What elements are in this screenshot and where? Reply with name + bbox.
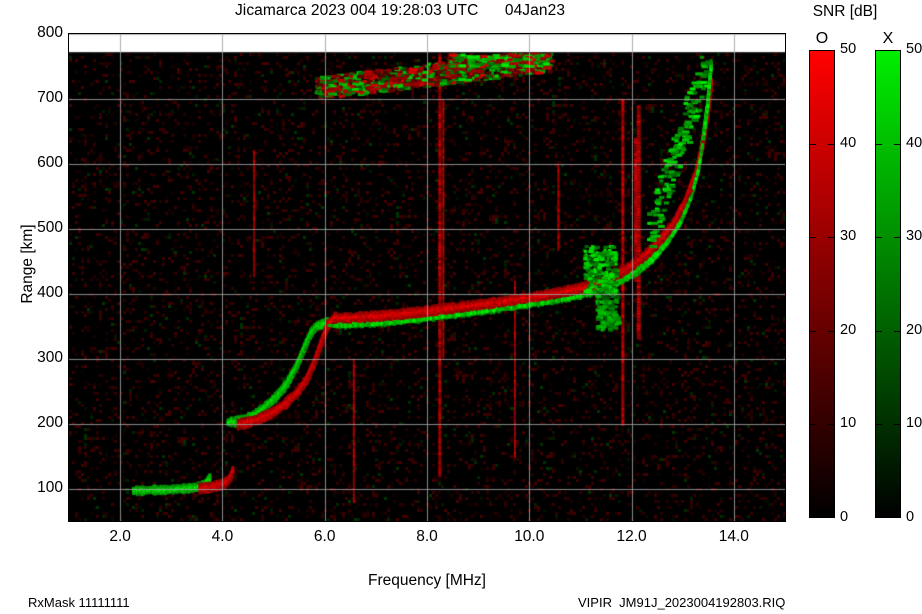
colorbar-tick — [875, 237, 882, 238]
colorbar-tick — [828, 424, 835, 425]
colorbar-polarization-label-x: X — [882, 30, 894, 47]
colorbar-o[interactable] — [809, 50, 835, 518]
page-title: Jicamarca 2023 004 19:28:03 UTC 04Jan23 — [234, 2, 566, 19]
colorbar-tick — [828, 237, 835, 238]
colorbar-group: SNR [dB] O 50 40 30 20 10 0 X 50 40 30 20 10 0 — [795, 0, 922, 560]
x-tick-label: 2.0 — [109, 528, 131, 545]
colorbar-title: SNR [dB] — [812, 3, 878, 20]
colorbar-polarization-label-o: O — [815, 30, 829, 47]
colorbar-tick — [809, 144, 816, 145]
x-tick-label: 12.0 — [616, 528, 647, 545]
colorbar-tick-label: 30 — [906, 228, 922, 244]
colorbar-tick — [894, 424, 901, 425]
x-tick-label: 6.0 — [313, 528, 336, 545]
x-tick-label: 4.0 — [211, 528, 234, 545]
colorbar-tick — [894, 144, 901, 145]
colorbar-tick — [809, 237, 816, 238]
colorbar-tick — [809, 424, 816, 425]
x-tick-label: 10.0 — [514, 528, 545, 545]
x-tick-label: 8.0 — [416, 528, 438, 545]
colorbar-tick-label: 20 — [906, 322, 922, 338]
y-tick-label: 600 — [37, 153, 63, 171]
x-axis-ticks: 2.0 4.0 6.0 8.0 10.0 12.0 14.0 — [0, 528, 922, 552]
colorbar-tick-label: 20 — [840, 322, 857, 338]
x-tick-label: 14.0 — [718, 528, 749, 545]
ionogram-canvas[interactable] — [69, 34, 785, 521]
colorbar-tick-label: 40 — [840, 135, 857, 151]
colorbar-tick-label: 30 — [840, 228, 857, 244]
colorbar-tick-label: 10 — [906, 415, 922, 431]
y-tick-label: 500 — [37, 218, 63, 236]
y-tick-label: 300 — [37, 348, 63, 366]
ionogram-plot[interactable] — [68, 33, 786, 522]
colorbar-tick-label: 0 — [840, 509, 849, 525]
rxmask-label: RxMask 11111111 — [28, 595, 130, 610]
colorbar-tick — [875, 331, 882, 332]
y-tick-label: 100 — [37, 478, 63, 496]
y-tick-label: 800 — [37, 24, 63, 41]
colorbar-tick-label: 50 — [906, 41, 922, 57]
y-tick-label: 200 — [37, 413, 63, 431]
colorbar-tick-label: 40 — [906, 135, 922, 151]
colorbar-x[interactable] — [875, 50, 901, 518]
colorbar-tick — [894, 331, 901, 332]
colorbar-tick — [828, 144, 835, 145]
colorbar-tick-label: 50 — [840, 41, 857, 57]
colorbar-tick — [875, 424, 882, 425]
x-axis-label: Frequency [MHz] — [367, 572, 486, 589]
source-file-label: VIPIR JM91J_2023004192803.RIQ — [578, 595, 786, 610]
colorbar-tick-label: 0 — [906, 509, 915, 525]
colorbar-tick — [894, 237, 901, 238]
colorbar-tick — [828, 331, 835, 332]
colorbar-tick — [875, 144, 882, 145]
y-axis-ticks: 100 200 300 400 500 600 700 800 — [0, 0, 63, 614]
y-tick-label: 700 — [37, 88, 63, 106]
colorbar-tick — [809, 331, 816, 332]
y-tick-label: 400 — [37, 283, 63, 301]
colorbar-tick-label: 10 — [840, 415, 857, 431]
